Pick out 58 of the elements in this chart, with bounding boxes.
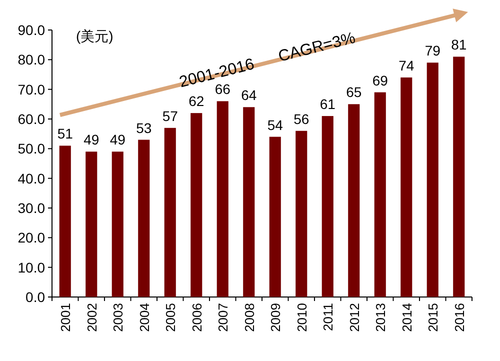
y-tick-label: 90.0 — [18, 22, 46, 38]
bar — [86, 152, 98, 297]
x-tick-label: 2009 — [268, 303, 284, 332]
bar — [269, 136, 281, 297]
y-tick-label: 20.0 — [18, 230, 46, 246]
bar — [164, 128, 176, 297]
x-tick-label: 2004 — [136, 303, 152, 332]
data-label: 81 — [451, 36, 467, 53]
x-tick-label: 2012 — [346, 303, 362, 332]
data-label: 56 — [294, 110, 310, 127]
bar — [138, 140, 150, 297]
bar — [322, 116, 334, 297]
y-tick-label: 70.0 — [18, 81, 46, 98]
data-label: 74 — [398, 57, 414, 74]
y-tick-label: 0.0 — [26, 289, 46, 305]
data-label: 64 — [241, 87, 257, 104]
bar — [112, 152, 124, 297]
y-axis-title: (美元) — [76, 28, 114, 44]
x-tick-label: 2015 — [426, 303, 441, 332]
data-label: 54 — [267, 116, 284, 133]
data-label: 49 — [110, 132, 126, 148]
x-tick-label: 2008 — [242, 303, 257, 332]
x-tick-label: 2013 — [373, 303, 388, 332]
bar — [190, 113, 202, 297]
x-tick-label: 2002 — [84, 303, 100, 332]
x-tick-label: 2001 — [58, 303, 74, 332]
y-tick-label: 60.0 — [18, 111, 46, 127]
bar — [243, 107, 255, 297]
y-tick-label: 10.0 — [18, 259, 46, 276]
bar — [426, 62, 438, 297]
data-label: 57 — [162, 108, 178, 124]
data-label: 69 — [372, 72, 388, 88]
data-label: 49 — [84, 132, 100, 148]
bar — [374, 92, 386, 297]
x-tick-label: 2016 — [452, 303, 467, 332]
x-tick-label: 2014 — [399, 303, 414, 332]
data-label: 65 — [346, 84, 362, 100]
x-tick-label: 2006 — [189, 303, 204, 332]
data-label: 62 — [188, 93, 204, 110]
data-label: 61 — [320, 96, 336, 112]
bar — [348, 104, 360, 297]
x-tick-label: 2003 — [110, 303, 126, 332]
y-tick-label: 50.0 — [18, 140, 46, 157]
y-tick-label: 30.0 — [18, 200, 46, 216]
bar — [216, 101, 228, 297]
x-tick-label: 2005 — [163, 303, 178, 332]
data-label: 51 — [57, 126, 74, 142]
bar — [59, 146, 71, 297]
bar — [296, 130, 308, 297]
x-tick-label: 2007 — [216, 303, 231, 332]
data-label: 79 — [424, 42, 441, 59]
bar — [453, 56, 465, 297]
x-tick-label: 2010 — [294, 303, 310, 332]
y-tick-label: 80.0 — [18, 52, 46, 68]
data-label: 53 — [136, 120, 152, 136]
y-tick-label: 40.0 — [18, 170, 46, 186]
x-tick-label: 2011 — [320, 303, 336, 331]
bar — [400, 77, 412, 297]
